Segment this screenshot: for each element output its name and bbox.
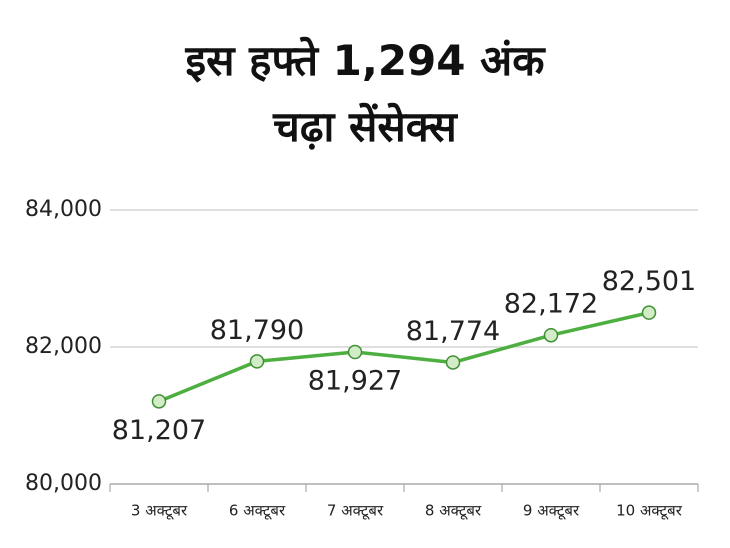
- y-tick-label: 82,000: [25, 334, 102, 359]
- x-tick-label: 10 अक्टूबर: [616, 502, 683, 521]
- x-tick-label: 8 अक्टूबर: [425, 502, 482, 521]
- x-tick-label: 3 अक्टूबर: [131, 502, 188, 521]
- x-tick-label: 7 अक्टूबर: [327, 502, 384, 521]
- value-label: 81,207: [112, 415, 206, 446]
- point: [543, 327, 559, 343]
- value-label: 82,501: [602, 266, 696, 297]
- x-tick-label: 6 अक्टूबर: [229, 502, 286, 521]
- x-tick-label: 9 अक्टूबर: [523, 502, 580, 521]
- point: [249, 354, 265, 369]
- value-label: 81,927: [308, 366, 402, 397]
- y-tick-label: 80,000: [25, 471, 102, 496]
- y-tick-label: 84,000: [25, 197, 102, 222]
- line: [158, 310, 650, 403]
- value-label: 82,172: [504, 289, 598, 320]
- point: [347, 344, 363, 360]
- chart-title: इस हफ्ते 1,294 अंक चढ़ा सेंसेक्स: [185, 36, 545, 151]
- point: [151, 394, 167, 409]
- point: [445, 355, 461, 370]
- value-label: 81,790: [210, 315, 304, 346]
- value-label: 81,774: [406, 316, 500, 347]
- point: [641, 305, 657, 320]
